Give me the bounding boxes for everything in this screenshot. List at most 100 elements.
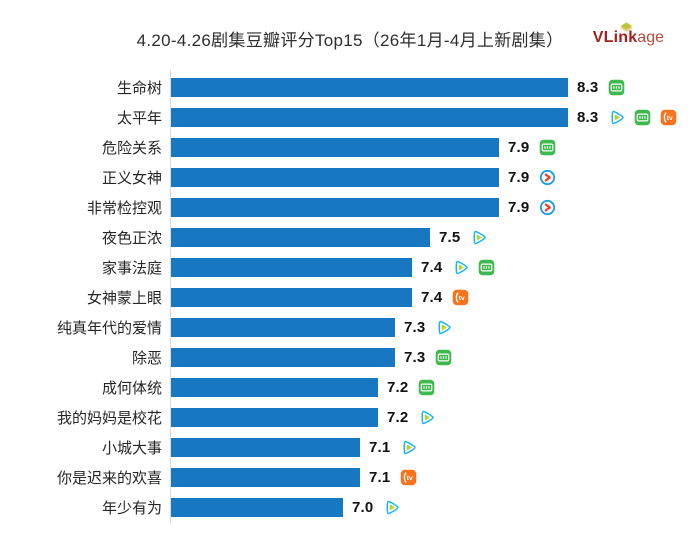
rating-bar xyxy=(170,227,430,247)
rating-value: 7.4 xyxy=(421,288,443,306)
rating-bar xyxy=(170,467,360,487)
platform-icons xyxy=(470,229,487,246)
bar-rows: 生命树 8.3 太平年 8.3 xyxy=(20,72,680,522)
svg-text:tv: tv xyxy=(667,115,673,122)
rating-bar xyxy=(170,497,343,517)
youku-icon xyxy=(539,169,556,186)
rating-bar xyxy=(170,287,412,307)
bar-row: 正义女神 7.9 xyxy=(20,162,680,192)
iqiyi-icon xyxy=(478,259,495,276)
platform-icons: tv xyxy=(452,289,469,306)
bar-row: 生命树 8.3 xyxy=(20,72,680,102)
rating-bar xyxy=(170,257,412,277)
platform-icons xyxy=(418,409,435,426)
platform-icons xyxy=(435,319,452,336)
rating-value: 7.3 xyxy=(404,318,426,336)
bar-row: 女神蒙上眼 7.4 tv xyxy=(20,282,680,312)
platform-icons xyxy=(608,79,625,96)
youku-icon xyxy=(539,199,556,216)
drama-title-label: 我的妈妈是校花 xyxy=(56,409,162,427)
platform-icons xyxy=(383,499,400,516)
rating-value: 7.3 xyxy=(404,348,426,366)
drama-title-label: 家事法庭 xyxy=(101,259,162,277)
platform-icons xyxy=(452,259,495,276)
rating-value: 8.3 xyxy=(577,108,599,126)
rating-value: 7.9 xyxy=(508,138,530,156)
platform-icons: tv xyxy=(400,469,417,486)
bar-row: 纯真年代的爱情 7.3 xyxy=(20,312,680,342)
bar-row: 危险关系 7.9 xyxy=(20,132,680,162)
tencent-video-icon xyxy=(452,259,469,276)
drama-title-label: 小城大事 xyxy=(101,439,162,457)
rating-bar xyxy=(170,407,378,427)
bar-row: 成何体统 7.2 xyxy=(20,372,680,402)
rating-bar xyxy=(170,347,395,367)
rating-bar xyxy=(170,77,568,97)
platform-icons xyxy=(539,169,556,186)
drama-title-label: 非常检控观 xyxy=(86,199,162,217)
rating-value: 7.1 xyxy=(369,438,391,456)
vlinkage-logo: VLinkage xyxy=(592,21,664,46)
rating-value: 7.4 xyxy=(421,258,443,276)
tencent-video-icon xyxy=(400,439,417,456)
drama-title-label: 女神蒙上眼 xyxy=(86,289,162,307)
rating-bar xyxy=(170,377,378,397)
drama-title-label: 夜色正浓 xyxy=(101,229,162,247)
rating-bar xyxy=(170,107,568,127)
drama-title-label: 太平年 xyxy=(116,109,162,127)
rating-value: 7.0 xyxy=(352,498,374,516)
svg-text:tv: tv xyxy=(459,295,465,302)
rating-value: 7.2 xyxy=(387,378,409,396)
mango-tv-icon: tv xyxy=(660,109,677,126)
rating-value: 7.1 xyxy=(369,468,391,486)
drama-title-label: 正义女神 xyxy=(101,169,162,187)
platform-icons xyxy=(418,379,435,396)
logo-text-light: age xyxy=(637,29,664,46)
tencent-video-icon xyxy=(418,409,435,426)
tencent-video-icon xyxy=(383,499,400,516)
bar-row: 年少有为 7.0 xyxy=(20,492,680,522)
rating-bar xyxy=(170,167,499,187)
platform-icons xyxy=(539,139,556,156)
bar-row: 太平年 8.3 tv xyxy=(20,102,680,132)
bar-row: 夜色正浓 7.5 xyxy=(20,222,680,252)
rating-value: 7.9 xyxy=(508,168,530,186)
tencent-video-icon xyxy=(608,109,625,126)
bar-chart: 生命树 8.3 太平年 8.3 xyxy=(20,70,680,524)
platform-icons: tv xyxy=(608,109,677,126)
drama-title-label: 危险关系 xyxy=(101,139,162,157)
logo-text-bold: VLink xyxy=(592,29,638,46)
platform-icons xyxy=(435,349,452,366)
y-axis-line xyxy=(170,70,171,524)
bar-row: 非常检控观 7.9 xyxy=(20,192,680,222)
rating-value: 8.3 xyxy=(577,78,599,96)
rating-value: 7.9 xyxy=(508,198,530,216)
rating-bar xyxy=(170,197,499,217)
platform-icons xyxy=(539,199,556,216)
mango-tv-icon: tv xyxy=(452,289,469,306)
bar-row: 我的妈妈是校花 7.2 xyxy=(20,402,680,432)
mango-tv-icon: tv xyxy=(400,469,417,486)
iqiyi-icon xyxy=(634,109,651,126)
platform-icons xyxy=(400,439,417,456)
drama-title-label: 成何体统 xyxy=(101,379,162,397)
drama-title-label: 年少有为 xyxy=(101,499,162,517)
drama-title-label: 你是迟来的欢喜 xyxy=(56,469,162,487)
chart-title: 4.20-4.26剧集豆瓣评分Top15（26年1月-4月上新剧集） xyxy=(136,31,564,50)
drama-title-label: 纯真年代的爱情 xyxy=(56,319,162,337)
bar-row: 你是迟来的欢喜 7.1 tv xyxy=(20,462,680,492)
tencent-video-icon xyxy=(470,229,487,246)
tencent-video-icon xyxy=(435,319,452,336)
bar-row: 小城大事 7.1 xyxy=(20,432,680,462)
rating-bar xyxy=(170,317,395,337)
bar-row: 家事法庭 7.4 xyxy=(20,252,680,282)
rating-bar xyxy=(170,137,499,157)
bar-row: 除恶 7.3 xyxy=(20,342,680,372)
logo-diamond-icon xyxy=(619,20,634,32)
svg-text:tv: tv xyxy=(407,475,413,482)
drama-title-label: 生命树 xyxy=(116,79,162,97)
rating-value: 7.2 xyxy=(387,408,409,426)
iqiyi-icon xyxy=(418,379,435,396)
iqiyi-icon xyxy=(608,79,625,96)
rating-bar xyxy=(170,437,360,457)
